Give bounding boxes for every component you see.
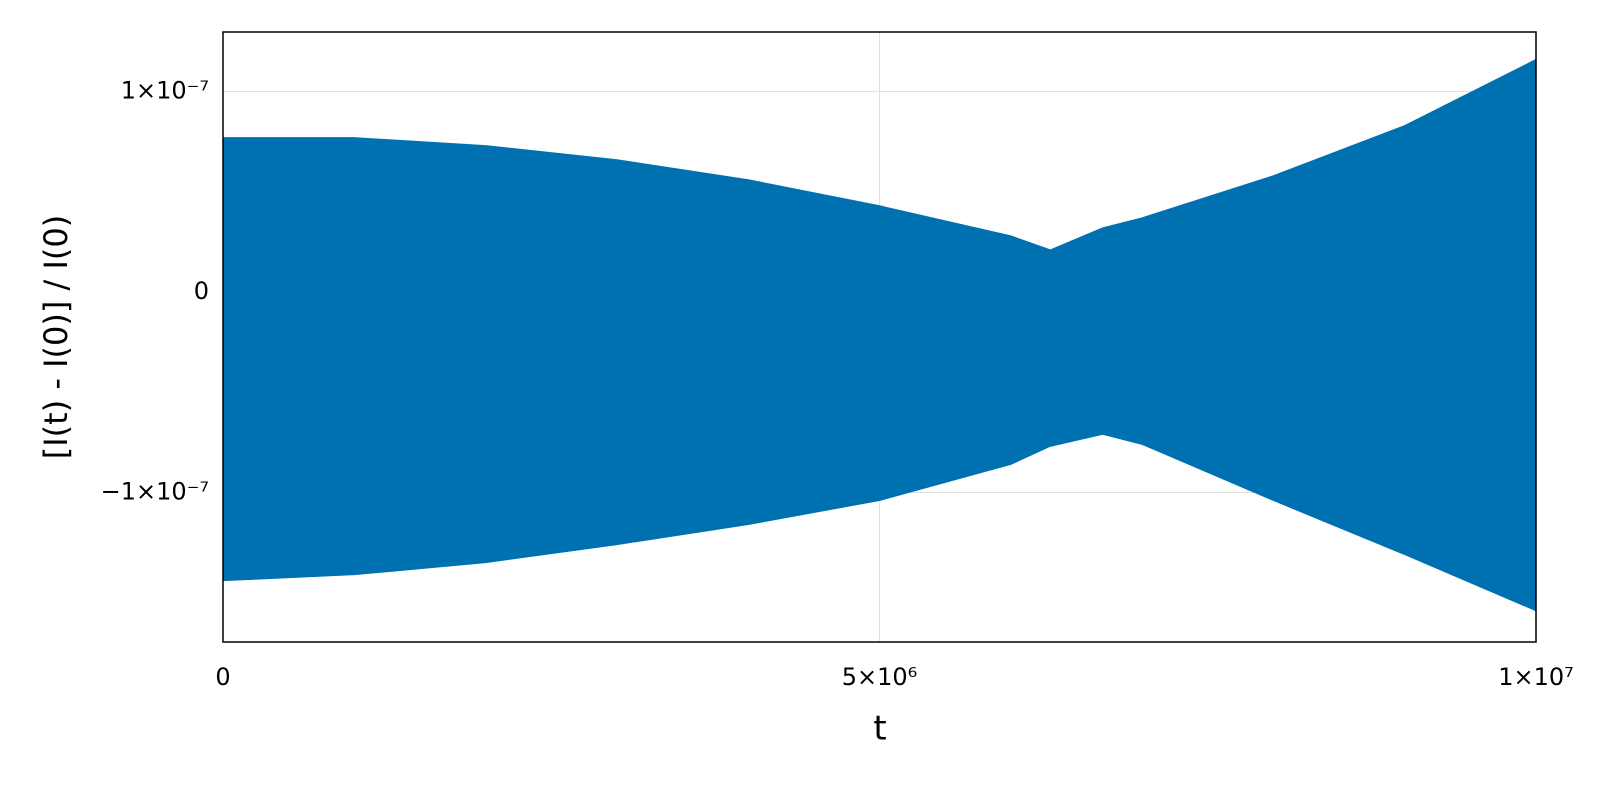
area-lower bbox=[222, 291, 1537, 612]
x-tick-label: 1×10⁷ bbox=[1498, 663, 1574, 691]
y-tick-label: −1×10⁻⁷ bbox=[101, 477, 209, 505]
x-axis-label: t bbox=[873, 709, 886, 749]
y-axis-label: [I(t) - I(0)] / I(0) bbox=[37, 215, 75, 459]
plot-frame bbox=[222, 31, 1537, 643]
y-tick-label: 1×10⁻⁷ bbox=[121, 77, 209, 105]
y-tick-label: 0 bbox=[194, 277, 209, 305]
area-upper bbox=[222, 58, 1537, 293]
x-tick-label: 5×10⁶ bbox=[842, 663, 918, 691]
x-tick-label: 0 bbox=[215, 663, 230, 691]
